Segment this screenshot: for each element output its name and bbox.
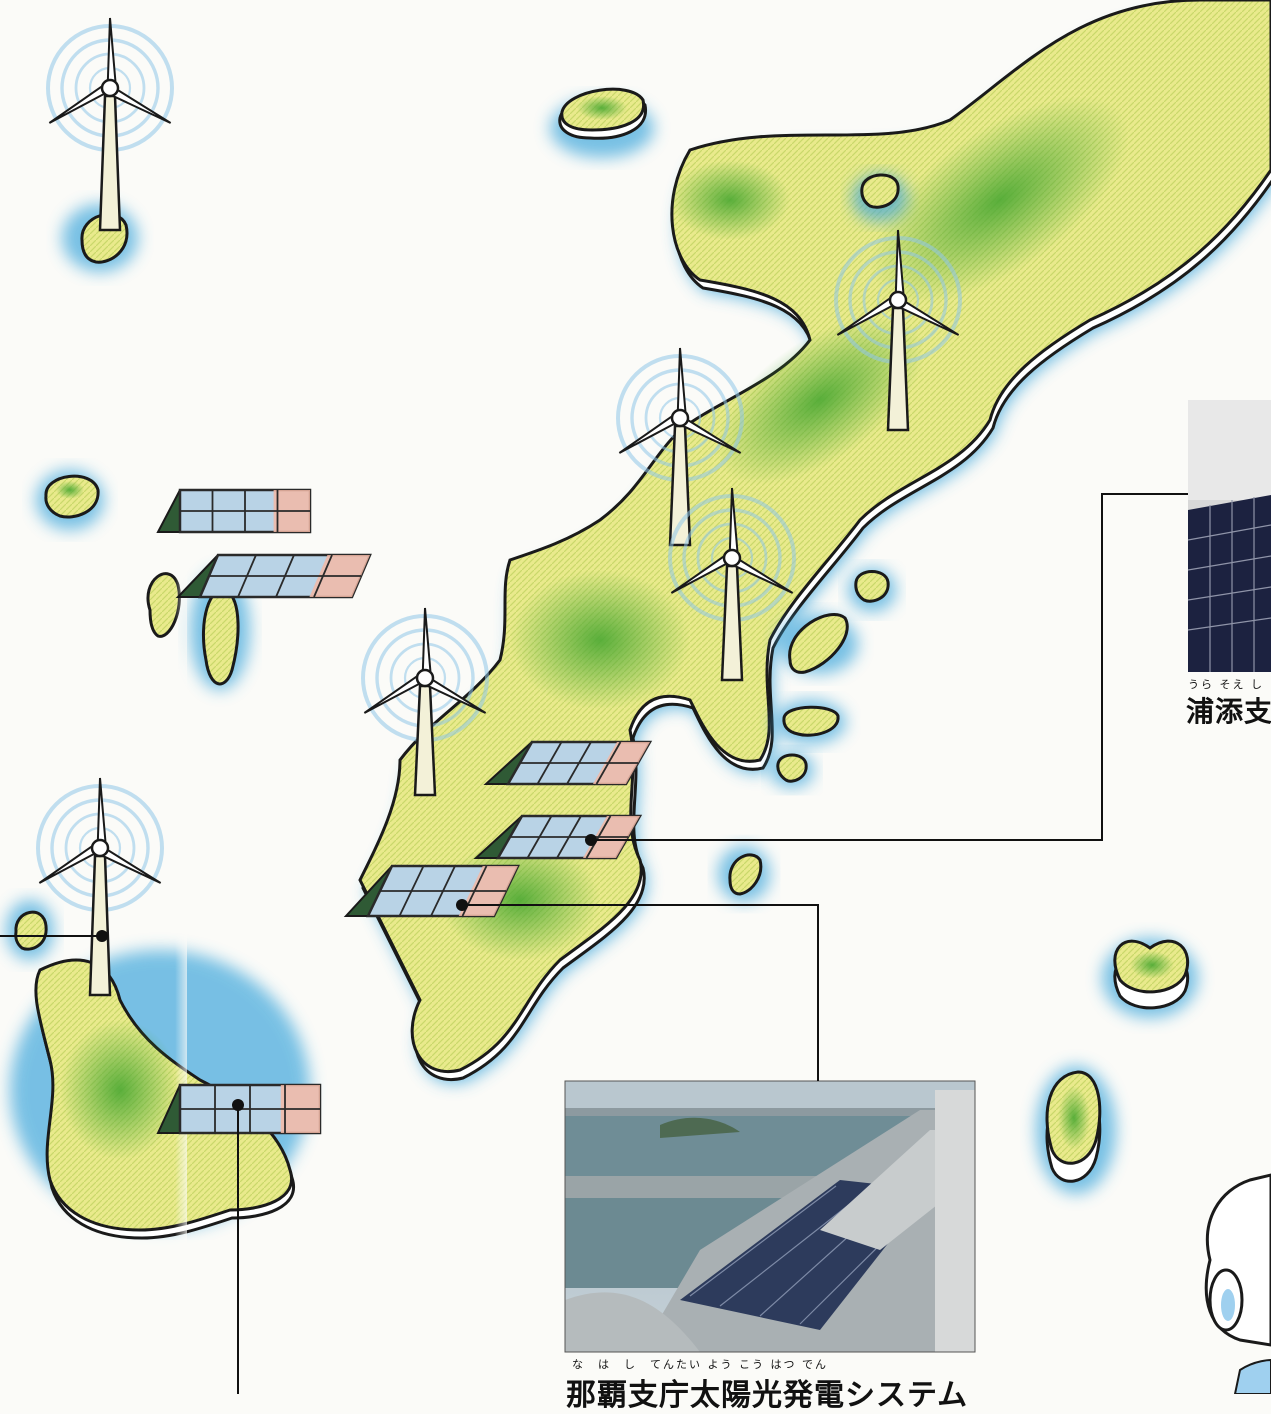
leader-dot-icon <box>456 899 468 911</box>
leader-lines <box>0 493 1188 1394</box>
urasoe-photo <box>1187 400 1271 672</box>
leader-dot-icon <box>232 1099 244 1111</box>
naha-caption: 那覇支庁太陽光発電システム <box>566 1378 969 1413</box>
cartoon-figure <box>1204 1173 1271 1395</box>
island <box>36 470 104 530</box>
island <box>550 87 654 158</box>
solar-panel-icon <box>175 553 372 599</box>
wind-turbines <box>36 17 962 997</box>
solar-panels <box>156 488 653 1135</box>
island <box>6 900 54 960</box>
naha-photo <box>564 1080 976 1353</box>
island <box>10 950 310 1240</box>
wind-turbine-icon <box>361 607 489 797</box>
leader-dot-icon <box>96 930 108 942</box>
island <box>852 173 908 222</box>
leader-line-naha <box>462 904 819 1081</box>
leader-line-urasoe <box>591 493 1188 841</box>
urasoe-caption: 浦添支 <box>1186 695 1271 728</box>
wind-turbine-icon <box>834 229 962 432</box>
solar-panel-icon <box>473 814 643 860</box>
solar-panel-icon <box>156 488 312 534</box>
urasoe-caption-ruby: うら そえ し <box>1188 678 1264 691</box>
leader-dots <box>96 834 597 1111</box>
wind-turbine-icon <box>668 487 796 682</box>
island <box>778 612 858 674</box>
main-island <box>358 0 1271 1084</box>
wind-turbine-icon <box>46 17 174 232</box>
island <box>848 568 896 612</box>
wind-turbine-icon <box>36 777 164 997</box>
left-islands <box>0 204 310 1300</box>
island <box>718 846 770 902</box>
island <box>1102 938 1198 1018</box>
solar-panel-icon <box>343 864 520 918</box>
solar-panel-icon <box>483 740 653 786</box>
naha-caption-ruby: な は し てんたい よう こう はつ でん <box>572 1358 828 1371</box>
island <box>146 570 250 690</box>
island <box>774 700 846 744</box>
island <box>1036 1066 1116 1194</box>
small-islands <box>6 87 1198 1194</box>
leader-dot-icon <box>585 834 597 846</box>
solar-panel-icon <box>156 1083 322 1135</box>
island <box>770 752 814 788</box>
